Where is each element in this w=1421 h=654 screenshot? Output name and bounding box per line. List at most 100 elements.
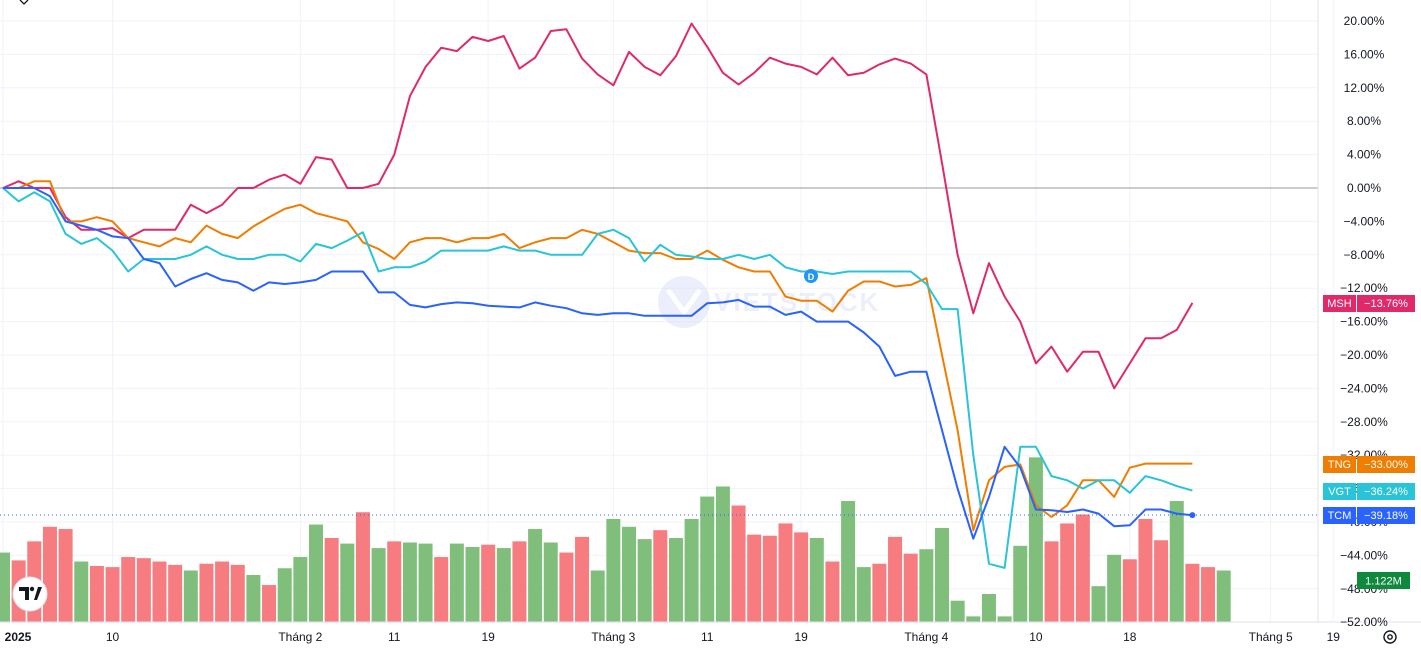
last-point-dot: [1189, 512, 1196, 519]
volume-bar: [653, 530, 668, 622]
volume-bar: [1075, 514, 1090, 622]
series-lines: [2, 22, 1196, 569]
tag-value: −13.76%: [1364, 298, 1408, 310]
volume-bar: [715, 486, 730, 622]
y-tick-label: −12.00%: [1340, 281, 1388, 295]
volume-bar: [309, 524, 323, 622]
volume-bar: [246, 574, 261, 622]
series-line-msh[interactable]: [2, 22, 1194, 390]
volume-bar: [1138, 518, 1153, 622]
volume-last-value-tag: 1.122M: [1357, 572, 1410, 589]
tag-symbol: TCM: [1328, 510, 1352, 522]
y-tick-label: 20.00%: [1344, 14, 1385, 28]
volume-bar: [152, 561, 167, 622]
tag-value-bg: [1357, 295, 1415, 312]
x-tick-label: Tháng 3: [591, 630, 635, 644]
tag-symbol-bg: [1323, 295, 1356, 312]
volume-bar: [1122, 559, 1137, 622]
tag-value: −33.00%: [1364, 459, 1408, 471]
volume-bar: [622, 526, 636, 622]
tag-symbol: VGT: [1328, 486, 1351, 498]
volume-bar: [136, 558, 151, 622]
tag-value: −39.18%: [1364, 510, 1408, 522]
volume-bar: [841, 501, 856, 622]
volume-bar: [731, 505, 746, 622]
volume-bar: [1216, 570, 1231, 622]
volume-bar: [747, 534, 762, 622]
volume-bar: [42, 526, 57, 622]
volume-bar: [512, 541, 527, 622]
x-tick-label: 10: [106, 630, 120, 644]
tag-value-bg: [1357, 507, 1415, 524]
y-tick-label: −16.00%: [1340, 315, 1388, 329]
volume-bar: [371, 548, 386, 622]
volume-bar: [230, 564, 245, 622]
volume-bar: [919, 549, 934, 622]
volume-bar: [496, 548, 511, 622]
x-tick-label: 18: [1123, 630, 1137, 644]
series-last-value-tags: MSH −13.76% TNG −33.00% VGT −36.24% TCM −39.18%…: [1323, 295, 1415, 589]
volume-bar: [543, 542, 558, 622]
chevron-down-icon[interactable]: [19, 0, 29, 5]
dividend-marker[interactable]: D: [804, 269, 818, 283]
volume-bar: [700, 496, 715, 622]
y-tick-label: 8.00%: [1347, 114, 1381, 128]
volume-bar: [183, 570, 198, 622]
volume-bar: [1044, 541, 1059, 622]
volume-bar: [668, 538, 683, 622]
volume-bar: [293, 557, 308, 622]
volume-bar: [590, 570, 605, 622]
x-tick-label: Tháng 4: [904, 630, 948, 644]
volume-bar: [1013, 545, 1028, 622]
volume-bar: [105, 567, 120, 622]
y-tick-label: 12.00%: [1344, 81, 1385, 95]
volume-bar: [794, 532, 809, 622]
volume-bar: [559, 552, 574, 622]
volume-bar: [418, 543, 433, 622]
x-tick-label: 19: [794, 630, 808, 644]
volume-bar: [762, 535, 777, 622]
volume-bar: [872, 563, 887, 622]
y-tick-label: −24.00%: [1340, 381, 1388, 395]
volume-bar: [825, 561, 840, 622]
x-tick-label: 19: [1327, 630, 1341, 644]
x-tick-label: 10: [1029, 630, 1043, 644]
volume-bar: [1185, 563, 1200, 622]
time-axis[interactable]: 2025 10 Tháng 2 11 19 Tháng 3 11 19 Tháng 4 10 18 T…: [5, 630, 1341, 644]
settings-icon[interactable]: [1383, 630, 1397, 644]
y-tick-label: −4.00%: [1343, 214, 1384, 228]
series-line-tcm[interactable]: [3, 187, 1193, 540]
volume-bar: [1091, 586, 1106, 622]
y-tick-label: −8.00%: [1343, 248, 1384, 262]
volume-bar: [966, 616, 981, 622]
x-tick-label: Tháng 2: [278, 630, 322, 644]
volume-bar: [856, 567, 871, 622]
volume-bar: [215, 561, 230, 622]
y-tick-label: −28.00%: [1340, 415, 1388, 429]
y-tick-label: −52.00%: [1340, 615, 1388, 629]
x-tick-label: 19: [481, 630, 495, 644]
volume-bar: [528, 529, 543, 622]
volume-bar: [121, 557, 136, 622]
x-tick-label: 11: [701, 630, 714, 644]
volume-bar: [58, 529, 73, 622]
volume-bar: [809, 538, 824, 622]
tag-value-bg: [1357, 483, 1415, 500]
x-tick-label: 11: [388, 630, 401, 644]
volume-bar: [778, 523, 793, 622]
tradingview-logo-icon[interactable]: [12, 576, 48, 612]
y-tick-label: 0.00%: [1347, 181, 1381, 195]
volume-bar: [277, 568, 292, 622]
series-line-vgt[interactable]: [2, 187, 1193, 569]
tag-symbol: MSH: [1327, 298, 1352, 310]
volume-bar: [935, 527, 949, 622]
tag-value-bg: [1357, 456, 1415, 473]
volume-bar: [606, 518, 621, 622]
volume-bar: [1060, 523, 1075, 622]
price-axis[interactable]: 20.00% 16.00% 12.00% 8.00% 4.00% 0.00% −4.00% −…: [1340, 14, 1388, 629]
volume-bar: [465, 546, 480, 622]
x-tick-label: 2025: [5, 630, 32, 644]
volume-tag-value: 1.122M: [1365, 576, 1402, 588]
y-tick-label: −20.00%: [1340, 348, 1388, 362]
